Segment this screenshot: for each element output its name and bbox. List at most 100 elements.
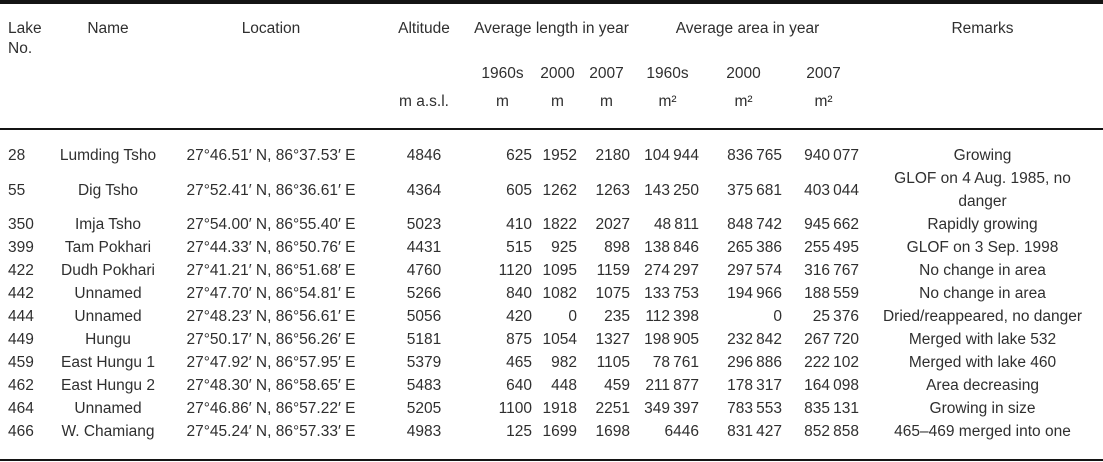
cell-area-1960s: 349 397 bbox=[644, 400, 699, 417]
cell-lake-no: 422 bbox=[8, 262, 34, 279]
cell-lake-no: 449 bbox=[8, 331, 34, 348]
cell-location: 27°52.41′ N, 86°36.61′ E bbox=[186, 181, 356, 199]
cell-length-2000: 1952 bbox=[542, 147, 577, 164]
header-spacer bbox=[52, 59, 164, 89]
cell-area-1960s: 143 250 bbox=[644, 181, 699, 199]
cell-area-2007: 835 131 bbox=[804, 400, 859, 417]
cell-remarks: Area decreasing bbox=[926, 377, 1039, 394]
header-area-year-1960s: 1960s bbox=[646, 65, 689, 82]
cell-length-2007: 235 bbox=[604, 308, 630, 325]
cell-altitude: 4983 bbox=[406, 423, 442, 440]
header-spacer bbox=[0, 89, 52, 129]
cell-length-2007: 2027 bbox=[595, 216, 630, 233]
cell-length-2007: 1105 bbox=[596, 354, 630, 371]
cell-lake-no: 466 bbox=[8, 423, 34, 440]
cell-location: 27°46.51′ N, 86°37.53′ E bbox=[186, 147, 356, 164]
table-body: 28 Lumding Tsho 27°46.51′ N, 86°37.53′ E… bbox=[0, 129, 1103, 460]
cell-length-2000: 0 bbox=[568, 308, 577, 325]
cell-area-1960s: 6446 bbox=[664, 423, 699, 440]
table-row: 55 Dig Tsho 27°52.41′ N, 86°36.61′ E 436… bbox=[0, 167, 1103, 213]
cell-length-1960s: 875 bbox=[506, 331, 532, 348]
cell-area-2007: 316 767 bbox=[804, 262, 859, 279]
cell-altitude: 5023 bbox=[406, 216, 442, 233]
cell-lake-no: 399 bbox=[8, 239, 34, 256]
cell-length-2000: 1699 bbox=[542, 423, 577, 440]
cell-length-1960s: 1100 bbox=[498, 400, 532, 417]
cell-area-2007: 940 077 bbox=[804, 147, 859, 164]
cell-location: 27°48.30′ N, 86°58.65′ E bbox=[186, 377, 356, 394]
cell-length-1960s: 515 bbox=[506, 239, 532, 256]
header-spacer bbox=[378, 59, 470, 89]
cell-length-2000: 925 bbox=[551, 239, 577, 256]
cell-altitude: 5205 bbox=[406, 400, 442, 417]
header-name: Name bbox=[87, 20, 129, 37]
cell-remarks: Rapidly growing bbox=[927, 216, 1038, 233]
cell-location: 27°45.24′ N, 86°57.33′ E bbox=[186, 423, 356, 440]
cell-remarks: Merged with lake 532 bbox=[908, 331, 1057, 348]
header-area-unit-1960s: m² bbox=[658, 93, 677, 110]
cell-length-2000: 1822 bbox=[542, 216, 577, 233]
header-altitude-unit: m a.s.l. bbox=[399, 93, 449, 110]
cell-length-2000: 1082 bbox=[542, 285, 577, 302]
cell-length-2007: 2251 bbox=[595, 400, 630, 417]
header-location: Location bbox=[241, 20, 301, 37]
cell-length-1960s: 410 bbox=[506, 216, 532, 233]
header-avg-length-group: Average length in year bbox=[474, 20, 629, 37]
header-spacer bbox=[862, 59, 1103, 89]
cell-remarks: GLOF on 3 Sep. 1998 bbox=[906, 239, 1059, 256]
cell-length-1960s: 625 bbox=[506, 147, 532, 164]
table-row: 422 Dudh Pokhari 27°41.21′ N, 86°51.68′ … bbox=[0, 259, 1103, 282]
cell-remarks: Dried/reappeared, no danger bbox=[882, 308, 1083, 325]
cell-name: W. Chamiang bbox=[61, 423, 155, 440]
cell-name: Dig Tsho bbox=[77, 181, 139, 199]
glacial-lakes-table: Lake No. Name Location Altitude Average … bbox=[0, 4, 1103, 461]
header-area-unit-2000: m² bbox=[734, 93, 753, 110]
cell-remarks: Merged with lake 460 bbox=[908, 354, 1057, 371]
cell-lake-no: 464 bbox=[8, 400, 34, 417]
cell-length-2007: 1698 bbox=[595, 423, 630, 440]
cell-length-2007: 898 bbox=[604, 239, 630, 256]
cell-altitude: 5266 bbox=[406, 285, 442, 302]
table-row: 28 Lumding Tsho 27°46.51′ N, 86°37.53′ E… bbox=[0, 129, 1103, 167]
header-lake-no-line1: Lake bbox=[8, 20, 42, 37]
top-rule bbox=[0, 0, 1103, 4]
header-spacer bbox=[52, 89, 164, 129]
header-length-unit-1960s: m bbox=[496, 93, 509, 110]
cell-altitude: 4364 bbox=[406, 181, 442, 199]
cell-name: Tam Pokhari bbox=[64, 239, 152, 256]
cell-name: Unnamed bbox=[74, 285, 142, 302]
cell-remarks: GLOF on 4 Aug. 1985, no danger bbox=[894, 170, 1071, 210]
cell-lake-no: 459 bbox=[8, 354, 34, 371]
cell-length-2007: 1327 bbox=[595, 331, 630, 348]
cell-remarks: Growing in size bbox=[929, 400, 1036, 417]
cell-altitude: 4760 bbox=[406, 262, 442, 279]
header-area-year-2007: 2007 bbox=[806, 65, 841, 82]
header-length-year-1960s: 1960s bbox=[481, 65, 524, 82]
table-row: 350 Imja Tsho 27°54.00′ N, 86°55.40′ E 5… bbox=[0, 213, 1103, 236]
cell-length-2000: 982 bbox=[551, 354, 577, 371]
cell-area-2007: 164 098 bbox=[804, 377, 859, 394]
cell-area-2007: 25 376 bbox=[812, 308, 859, 325]
table-row: 464 Unnamed 27°46.86′ N, 86°57.22′ E 520… bbox=[0, 397, 1103, 420]
cell-area-2007: 188 559 bbox=[804, 285, 859, 302]
header-lake-no-line2: No. bbox=[8, 40, 33, 57]
cell-length-1960s: 840 bbox=[506, 285, 532, 302]
header-length-year-2000: 2000 bbox=[540, 65, 575, 82]
cell-altitude: 5379 bbox=[406, 354, 442, 371]
cell-name: Imja Tsho bbox=[74, 216, 142, 233]
cell-length-2007: 2180 bbox=[595, 147, 630, 164]
cell-remarks: No change in area bbox=[919, 262, 1046, 279]
cell-altitude: 5483 bbox=[406, 377, 442, 394]
cell-area-2007: 255 495 bbox=[804, 239, 859, 256]
cell-area-1960s: 138 846 bbox=[644, 239, 699, 256]
cell-lake-no: 442 bbox=[8, 285, 34, 302]
table-row: 462 East Hungu 2 27°48.30′ N, 86°58.65′ … bbox=[0, 374, 1103, 397]
cell-lake-no: 55 bbox=[8, 181, 26, 199]
cell-length-1960s: 465 bbox=[506, 354, 532, 371]
cell-location: 27°47.70′ N, 86°54.81′ E bbox=[186, 285, 356, 302]
cell-length-1960s: 125 bbox=[506, 423, 532, 440]
header-area-unit-2007: m² bbox=[814, 93, 833, 110]
cell-area-2007: 267 720 bbox=[804, 331, 859, 348]
cell-length-2007: 459 bbox=[604, 377, 630, 394]
